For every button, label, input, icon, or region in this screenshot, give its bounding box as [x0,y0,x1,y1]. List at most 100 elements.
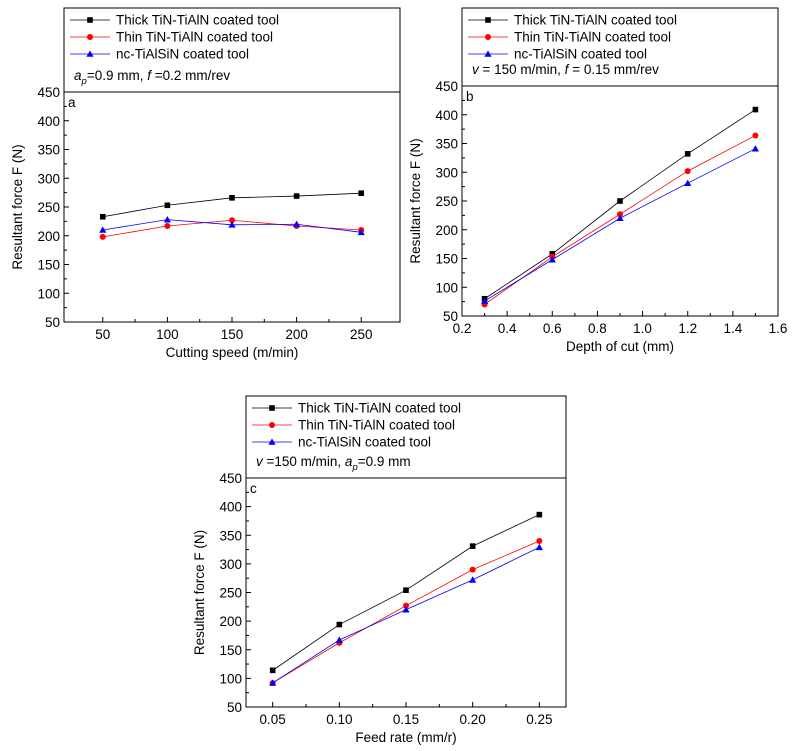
plot-b-data-point [617,211,623,218]
plot-a-legend-label: Thick TiN-TiAlN coated tool [116,13,279,28]
plot-c-series-line [272,546,540,684]
plot-a-data-point [293,193,300,199]
plot-c-legend-marker [269,422,275,428]
plot-c-data-point [536,511,543,518]
plot-b-xtick-label: 1.2 [678,321,697,336]
plot-b-xtick-label: 1.6 [769,321,788,336]
plot-a-series-1 [99,217,365,240]
plot-a-data-point [164,222,171,229]
plot-b-ytick-label: 350 [435,137,458,152]
plot-b-xtick-label: 1.0 [633,321,652,336]
chart-panel-a: Thick TiN-TiAlN coated tool Thin TiN-TiAl… [10,7,401,360]
plot-c-ytick-label: 250 [219,586,242,601]
plot-a-legend-label: Thin TiN-TiAlN coated tool [116,30,273,45]
plot-c-data-point [402,606,410,613]
plot-b-xtick-label: 1.4 [723,321,742,336]
plot-b-data-point [684,168,691,175]
plot-b-data-point [684,151,691,157]
plot-a-ytick-label: 200 [37,229,60,244]
plot-a-data-point [293,220,301,228]
plot-a-legend-box [63,7,401,93]
plot-a-panel-label: a [68,95,76,110]
chart-panel-b: Thick TiN-TiAlN coated tool Thin TiN-TiAl… [408,7,788,354]
plot-c-data-point [269,679,277,686]
plot-b-legend-box [461,7,779,87]
plot-a-data-point [357,228,365,236]
plot-b-data-point [480,297,489,304]
plot-c-data-point [335,636,343,643]
plot-a-xtick-label: 250 [350,327,373,342]
plot-a-ytick-label: 50 [45,315,60,330]
plot-b-xtick-label: 0.4 [498,321,517,336]
plot-c-conditions: v =150 m/min, ap=0.9 mm [256,454,411,473]
plot-c-data-point [469,576,477,583]
plot-b-ytick-label: 200 [435,223,458,238]
plot-c-ytick-label: 200 [219,614,242,629]
plot-c-ytick-label: 50 [227,700,242,715]
plot-c-legend-label: Thin TiN-TiAlN coated tool [298,418,455,433]
plot-a-ytick-label: 450 [37,85,60,100]
plot-b-ytick-label: 50 [443,309,458,324]
plot-a-series-2 [99,216,365,236]
plot-b-data-point [752,106,759,113]
plot-c-legend-label: Thick TiN-TiAlN coated tool [298,401,461,416]
plot-c-ytick-label: 100 [219,671,242,686]
plot-b-xlabel: Depth of cut (mm) [566,339,674,354]
plot-c-legend-label: nc-TiAlSiN coated tool [298,435,431,450]
plot-b-ytick-label: 100 [435,280,458,295]
plot-b-legend-marker [485,17,491,23]
plot-c-ytick-label: 400 [219,500,242,515]
plot-c-xtick-label: 0.15 [393,712,419,727]
plot-b-data-point [617,198,623,204]
plot-b-xtick-label: 0.2 [453,321,472,336]
plot-c-ytick-label: 350 [219,528,242,543]
plot-a-data-point [163,216,171,223]
plot-c-series-2 [269,543,543,686]
chart-panel-c: Thick TiN-TiAlN coated tool Thin TiN-TiAl… [192,395,567,745]
plot-a-ytick-label: 350 [37,143,60,158]
plot-c-legend-marker [269,405,275,411]
plot-c-ylabel: Resultant force F (N) [192,530,207,655]
plot-b-data-point [616,214,624,222]
plot-a-ytick-label: 300 [37,171,60,186]
plot-a-data-point [228,221,236,228]
plot-a-ytick-label: 100 [37,286,60,301]
plot-c-legend-box [245,395,567,479]
plot-a-data-point [229,195,235,201]
plot-c-data-point [469,566,476,573]
plot-c-data-point [269,667,276,674]
plot-b-legend-label: nc-TiAlSiN coated tool [514,47,647,62]
plot-a-data-point [99,226,107,233]
plot-b-panel-label: b [466,89,474,104]
plot-b-legend-marker [484,50,492,57]
plot-b-ytick-label: 250 [435,194,458,209]
plot-a-data-point [358,190,365,196]
plot-a-data-point [229,217,235,224]
plot-b-conditions: v = 150 m/min, f = 0.15 mm/rev [472,62,659,77]
plot-b-ylabel: Resultant force F (N) [408,138,423,263]
plot-c-ytick-label: 150 [219,643,242,658]
plot-b-data-point [751,145,760,152]
plot-c-xtick-label: 0.10 [326,712,352,727]
plot-b-ytick-label: 150 [435,252,458,267]
plot-b-data-point [752,132,759,139]
plot-c-data-point [535,543,543,551]
plot-b-series-1 [481,132,759,308]
plot-b-xtick-label: 0.8 [588,321,607,336]
plot-c-xlabel: Feed rate (mm/r) [355,730,456,745]
plot-c-data-point [336,621,343,628]
plot-a-ytick-label: 400 [37,114,60,129]
plot-a-xlabel: Cutting speed (m/min) [166,345,299,360]
plot-a-conditions: ap=0.9 mm, f =0.2 mm/rev [74,68,230,87]
plot-a-series-0 [99,190,365,220]
plot-c-ytick-label: 450 [219,471,242,486]
plot-c-data-point [469,543,476,549]
plot-a-frame [63,91,401,323]
plot-c-ytick-label: 300 [219,557,242,572]
plot-b-legend-label: Thick TiN-TiAlN coated tool [514,13,677,28]
plot-a-data-point [164,202,171,209]
plot-c-data-point [536,537,543,544]
plot-b-data-point [548,256,556,263]
plot-a-legend-label: nc-TiAlSiN coated tool [116,47,249,62]
